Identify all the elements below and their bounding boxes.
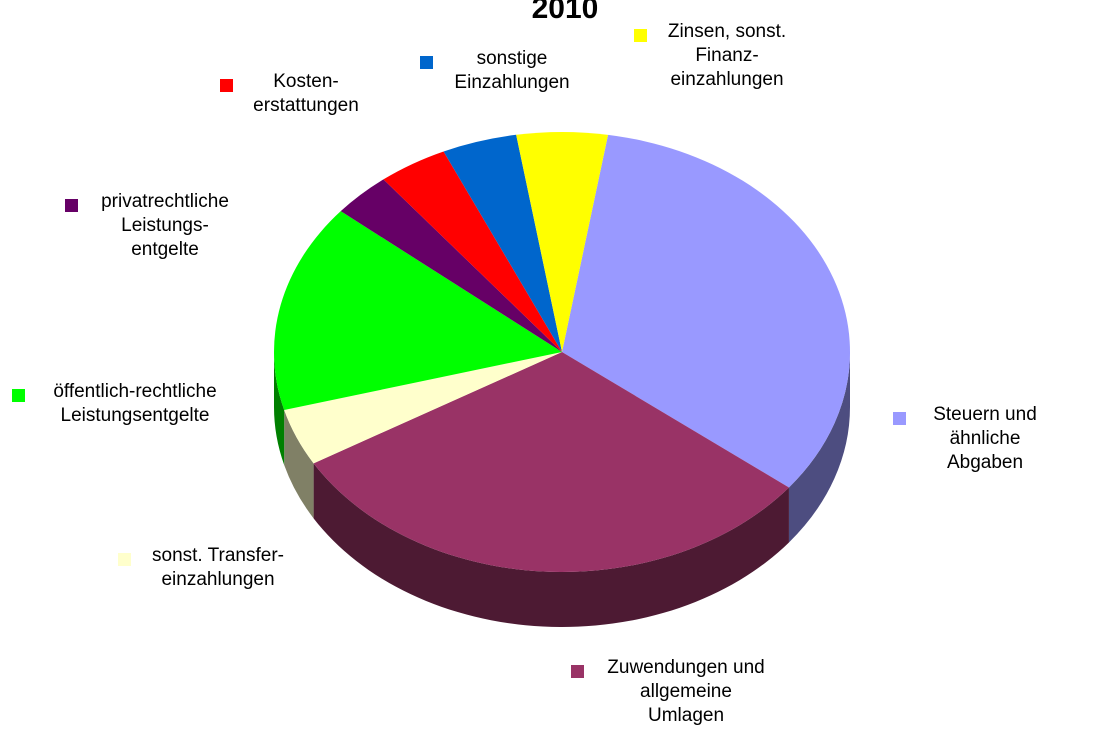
slice: [443, 134, 562, 352]
slice: [516, 131, 609, 352]
slice-label: öffentlich-rechtliche Leistungsentgelte: [53, 381, 217, 426]
slice: [284, 352, 562, 464]
slice-label: Kosten- erstattungen: [253, 71, 359, 116]
slice-side: [788, 352, 850, 543]
slice: [313, 352, 789, 573]
legend-swatch: [65, 199, 78, 212]
slice: [562, 134, 851, 488]
legend-swatch: [420, 56, 433, 69]
slice: [383, 151, 562, 352]
slice-label: privatrechtliche Leistungs- entgelte: [101, 191, 229, 260]
legend-swatch: [220, 79, 233, 92]
legend-swatch: [118, 553, 131, 566]
legend-swatch: [893, 412, 906, 425]
slice-side: [284, 409, 314, 519]
slice-label: Steuern und ähnliche Abgaben: [933, 404, 1037, 473]
slice-side: [313, 463, 789, 627]
chart-title: 2010: [531, 0, 599, 25]
slice: [274, 211, 562, 410]
slice-label: Zinsen, sonst. Finanz- einzahlungen: [667, 21, 787, 90]
slice-side: [274, 352, 285, 465]
slice: [340, 179, 562, 352]
slice-label: Zuwendungen und allgemeine Umlagen: [607, 657, 765, 726]
slice-label: sonst. Transfer- einzahlungen: [152, 545, 284, 590]
legend-swatch: [634, 29, 647, 42]
slice-label: sonstige Einzahlungen: [454, 48, 570, 93]
legend-swatch: [571, 665, 584, 678]
legend-swatch: [12, 389, 25, 402]
